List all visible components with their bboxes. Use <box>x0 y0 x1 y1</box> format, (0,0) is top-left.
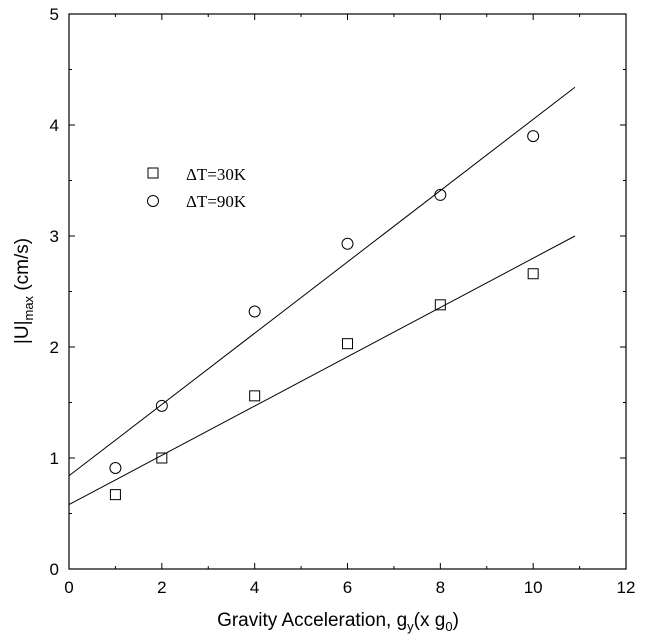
x-tick-label: 2 <box>157 578 166 597</box>
data-point-series-2 <box>341 237 354 250</box>
x-tick-label: 12 <box>617 578 636 597</box>
y-tick-label: 4 <box>50 116 59 135</box>
plot-frame <box>68 13 627 570</box>
legend-label-series-1: ΔT=30K <box>186 165 247 184</box>
legend-marker-circle <box>147 195 159 207</box>
x-tick-label: 4 <box>250 578 259 597</box>
data-point-series-2 <box>155 399 168 412</box>
y-tick-label: 5 <box>50 5 59 24</box>
fit-line-series-1 <box>68 235 576 506</box>
x-tick-label: 10 <box>524 578 543 597</box>
y-tick-label: 1 <box>50 449 59 468</box>
legend-marker-square <box>147 167 159 179</box>
x-axis-title: Gravity Acceleration, gy(x g0) <box>217 610 459 634</box>
x-tick-label: 8 <box>436 578 445 597</box>
y-tick-label: 0 <box>50 560 59 579</box>
x-tick-label: 0 <box>64 578 73 597</box>
data-point-series-1 <box>527 268 539 280</box>
data-point-series-1 <box>249 390 261 402</box>
legend: ΔT=30K ΔT=90K <box>147 165 247 211</box>
fit-line-series-2 <box>68 86 576 477</box>
data-point-series-1 <box>434 299 446 311</box>
legend-label-series-2: ΔT=90K <box>186 192 247 211</box>
data-point-series-1 <box>109 489 121 501</box>
fit-lines <box>68 86 576 506</box>
y-tick-label: 3 <box>50 227 59 246</box>
x-tick-label: 6 <box>343 578 352 597</box>
data-points <box>109 130 540 501</box>
data-point-series-2 <box>434 188 447 201</box>
data-point-series-2 <box>527 130 540 143</box>
y-tick-label: 2 <box>50 338 59 357</box>
y-axis-title: |U|max (cm/s) <box>12 238 36 344</box>
data-point-series-1 <box>342 338 353 350</box>
data-point-series-2 <box>248 305 261 318</box>
data-point-series-1 <box>156 452 168 464</box>
data-point-series-2 <box>109 461 122 474</box>
